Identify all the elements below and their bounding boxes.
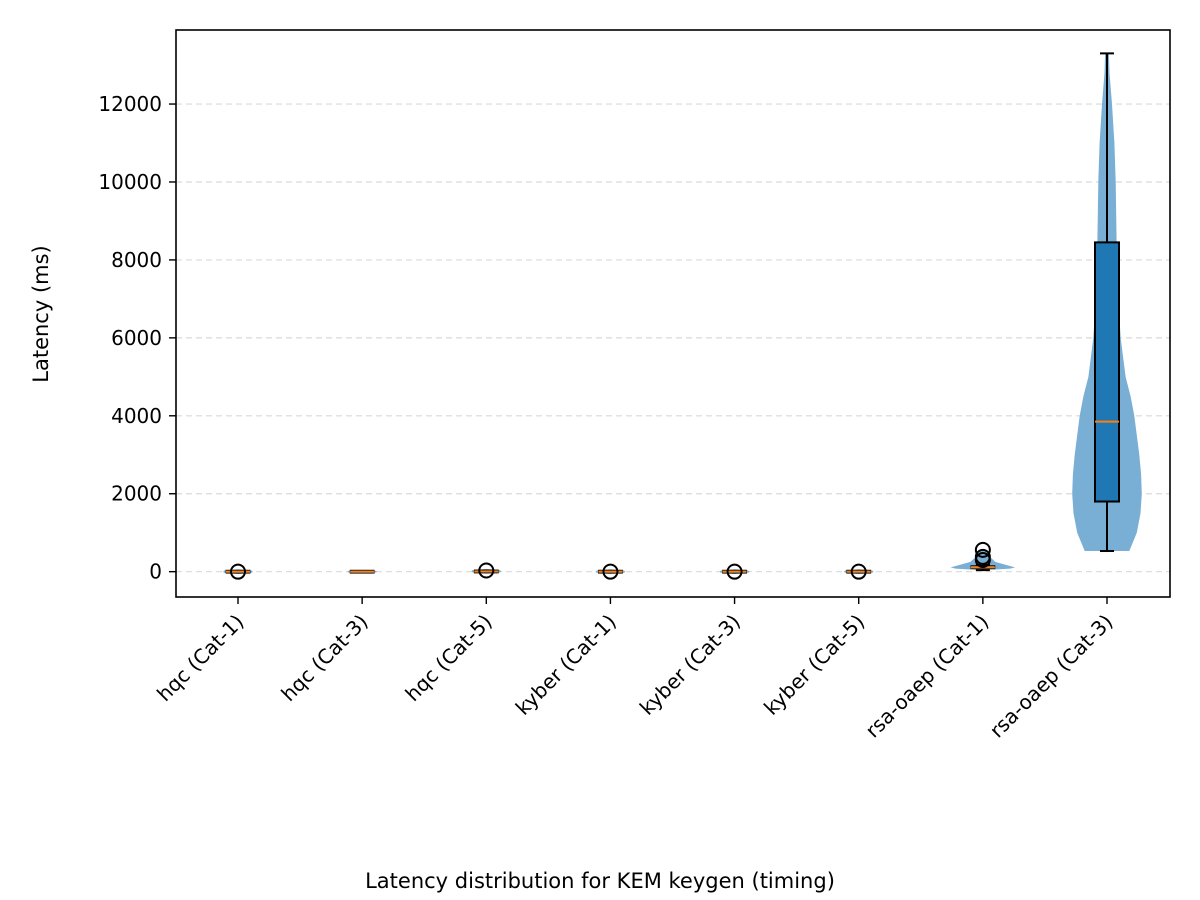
box-5 xyxy=(846,563,872,580)
violin-6 xyxy=(950,549,1016,571)
outlier-point xyxy=(602,563,619,580)
box-4 xyxy=(722,563,747,580)
chart-caption: Latency distribution for KEM keygen (tim… xyxy=(365,869,835,893)
outlier-point xyxy=(974,541,991,558)
y-tick-label: 8000 xyxy=(111,248,162,272)
grid-lines xyxy=(176,103,1170,573)
x-tick-label: hqc (Cat-5) xyxy=(400,610,496,706)
x-tick-label: kyber (Cat-3) xyxy=(635,610,745,720)
box-3 xyxy=(598,563,623,580)
box-7 xyxy=(1094,52,1120,553)
y-tick-label: 4000 xyxy=(111,404,162,428)
box-6 xyxy=(970,541,996,572)
y-tick-label: 10000 xyxy=(98,170,162,194)
box-1 xyxy=(349,569,375,574)
box-body xyxy=(1094,241,1120,503)
y-axis-title: Latency (ms) xyxy=(29,245,53,382)
y-tick-label: 6000 xyxy=(111,326,162,350)
y-tick-label: 0 xyxy=(149,560,162,584)
violin-series xyxy=(223,53,1142,574)
x-tick-label: hqc (Cat-3) xyxy=(276,610,372,706)
box-2 xyxy=(473,562,499,579)
x-tick-label: rsa-oaep (Cat-1) xyxy=(860,610,993,743)
box-series xyxy=(225,52,1120,580)
y-tick-label: 2000 xyxy=(111,482,162,506)
y-axis-ticks: 0 2000 4000 6000 8000 10000 12000 xyxy=(98,92,176,584)
x-tick-label: kyber (Cat-1) xyxy=(511,610,621,720)
y-tick-label: 12000 xyxy=(98,92,162,116)
x-axis-ticks: hqc (Cat-1) hqc (Cat-3) hqc (Cat-5) kyber (… xyxy=(152,597,1118,743)
outlier-point xyxy=(850,563,867,580)
outlier-point xyxy=(974,548,991,565)
outlier-point xyxy=(478,562,495,579)
plot-frame xyxy=(175,29,1171,598)
x-tick-label: kyber (Cat-5) xyxy=(759,610,869,720)
x-tick-label: rsa-oaep (Cat-3) xyxy=(985,610,1118,743)
box-0 xyxy=(225,563,251,580)
outlier-point xyxy=(726,563,743,580)
x-tick-label: hqc (Cat-1) xyxy=(152,610,248,706)
outlier-point xyxy=(230,563,246,580)
